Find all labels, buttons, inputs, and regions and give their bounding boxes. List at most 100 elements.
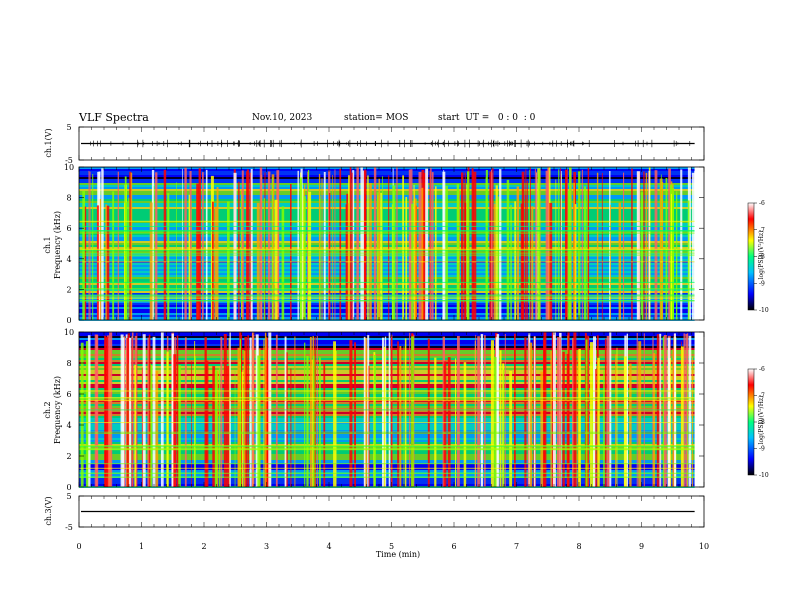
ch2-spectrogram-impulse [147, 337, 150, 487]
ch1-spectrogram-impulse [680, 169, 683, 320]
ch2-spectrogram-colorbar-tick-label: -10 [759, 472, 769, 479]
ch2-spectrogram-impulse [241, 371, 244, 487]
ch2-spectrogram-impulse [391, 337, 393, 487]
ch2-spectrogram-band [79, 376, 695, 378]
ch1-spectrogram-impulse [302, 188, 304, 320]
ch1-spectrogram-band [79, 305, 695, 307]
ch2-spectrogram-impulse [290, 368, 292, 487]
ch1-spectrogram-impulse [547, 167, 549, 320]
x-tick-label: 0 [76, 542, 81, 551]
ch1-spectrogram-impulse [182, 168, 183, 320]
ch1-spectrogram-impulse [413, 184, 415, 320]
ch1-spectrogram-band [79, 301, 695, 303]
ch1-spectrogram-impulse [88, 170, 90, 320]
ch2-spectrogram-impulse [509, 371, 513, 487]
ch2-spectrogram-ytick-label: 2 [66, 452, 71, 461]
ch2-spectrogram-band [79, 340, 695, 342]
ch1-spectrogram-impulse [473, 171, 477, 320]
ch2-spectrogram-band [79, 450, 695, 452]
x-tick-label: 7 [514, 542, 519, 551]
ch2-spectrogram-impulse [680, 346, 684, 487]
ch1-spectrogram-band [79, 317, 695, 319]
ch2-spectrogram-impulse [142, 334, 146, 487]
ch1-spectrogram-impulse [396, 167, 398, 320]
ch2-spectrogram-impulse [496, 334, 500, 487]
ch2-spectrogram-impulse [243, 350, 246, 487]
ch1-spectrogram-impulse [581, 169, 583, 320]
ch1-spectrogram-impulse [388, 175, 390, 320]
ch1-spectrogram-band [79, 185, 695, 187]
ch2-spectrogram-impulse [399, 346, 402, 487]
ch1-spectrogram-impulse [318, 173, 321, 320]
ch2-spectrogram-impulse [194, 341, 196, 487]
ch2-spectrogram-band [79, 430, 695, 432]
ch1-spectrogram-impulse [456, 184, 460, 320]
ch1-spectrogram-band [79, 307, 695, 309]
ch1-spectrogram-hline [79, 288, 695, 290]
ch2-spectrogram-impulse [493, 357, 497, 487]
ch2-spectrogram-impulse [228, 338, 230, 487]
colorbar2-label: log(PSD)(V²/Hz) [758, 396, 765, 445]
ch2-spectrogram-impulse [122, 337, 125, 487]
ch1-spectrogram-impulse [349, 167, 352, 320]
ch1-spectrogram-impulse [101, 168, 104, 320]
ch1-spectrogram-impulse [530, 167, 531, 320]
ch1-spectrogram-hline [79, 252, 695, 254]
ch1-spectrogram-band [79, 265, 695, 267]
ch1-spectrogram-band [79, 263, 695, 265]
ch2-spectrogram-band [79, 364, 695, 366]
ch2-spectrogram-ytick-label: 8 [66, 359, 71, 368]
ch2-spectrogram-impulse [216, 371, 219, 487]
ch2-spectrogram-impulse [384, 336, 387, 487]
ch1-spectrogram-impulse [506, 179, 510, 320]
ch2-spectrogram-band [79, 440, 695, 442]
ch2-spectrogram-impulse [616, 347, 618, 487]
ch2-spectrogram-impulse [543, 337, 546, 487]
ch2-spectrogram-band [79, 408, 695, 410]
ch2-spectrogram-impulse [87, 335, 91, 487]
ch2-spectrogram-hline [79, 447, 695, 449]
ch2-spectrogram-image [79, 332, 704, 488]
ch1-spectrogram-impulse [334, 169, 336, 320]
ch1-spectrogram-hline [79, 261, 695, 263]
ch2-spectrogram-band [79, 466, 695, 468]
ch1-spectrogram-impulse [534, 168, 536, 320]
ch2-spectrogram-band [79, 354, 695, 356]
ch1-spectrogram-impulse [264, 172, 266, 320]
ch2-spectrogram-band [79, 388, 695, 390]
ch1-spectrogram-impulse [640, 192, 644, 320]
ch2-spectrogram-impulse [663, 335, 667, 487]
ch2-spectrogram-band [79, 454, 695, 456]
ch1-spectrogram-band [79, 181, 695, 183]
ch2-spectrogram-impulse [141, 367, 144, 487]
ch2-spectrogram-impulse [294, 336, 296, 487]
ch1-spectrogram-band [79, 191, 695, 193]
ch1-spectrogram-band [79, 227, 695, 229]
ch2-spectrogram-band [79, 332, 695, 334]
ch2-spectrogram-band [79, 406, 695, 408]
ch1-spectrogram-band [79, 311, 695, 313]
ch2-spectrogram-band [79, 446, 695, 448]
ch1-spectrogram-image [79, 167, 704, 321]
ch2-spectrogram-band [79, 350, 695, 352]
ch2-spectrogram-impulse [463, 362, 467, 487]
ch1-spectrogram-band [79, 287, 695, 289]
ch1-spectrogram-impulse [671, 193, 674, 320]
ch1-spectrogram-band [79, 303, 695, 305]
ch1-spectrogram-nodata [694, 167, 704, 320]
ch1-spectrogram-band [79, 291, 695, 293]
ch2-spectrogram-impulse [562, 351, 565, 487]
ch2-spectrogram-impulse [126, 338, 129, 487]
ch1-spectrogram-band [79, 215, 695, 217]
ch2-spectrogram-band [79, 480, 695, 482]
ch2-spectrogram-band [79, 346, 695, 348]
ch1-spectrogram-impulse [188, 194, 190, 320]
ch2-spectrogram-impulse [397, 341, 399, 487]
ch2-spectrogram-impulse [218, 368, 221, 487]
ch2-spectrogram-impulse [572, 337, 574, 487]
ch2-spectrogram-impulse [226, 365, 230, 487]
ch1-spectrogram-impulse [308, 191, 312, 320]
ch2-spectrogram-hline [79, 431, 695, 433]
ch2-spectrogram-nodata [694, 332, 704, 487]
ch1-spectrogram-impulse [149, 202, 153, 320]
